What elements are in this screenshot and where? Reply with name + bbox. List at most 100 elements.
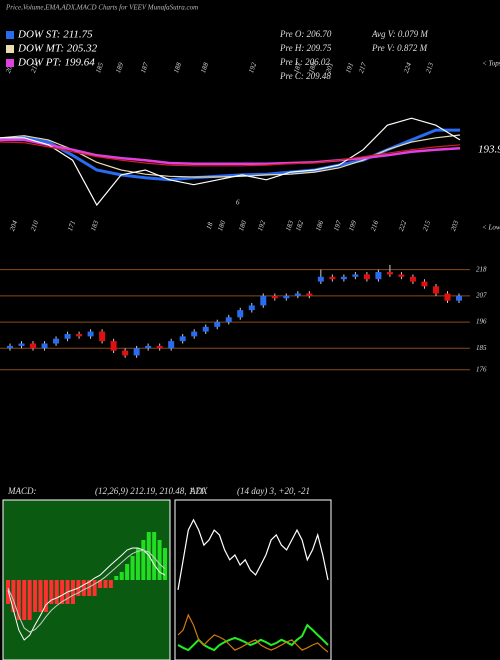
legend-label: DOW MT: 205.32 xyxy=(17,43,98,55)
high-label: 201 xyxy=(324,62,335,75)
candle-body xyxy=(41,343,48,349)
candle-body xyxy=(329,276,336,280)
candle-body xyxy=(214,322,221,327)
panel-label: MACD: xyxy=(7,486,37,496)
chart-title: Price,Volume,EMA,ADX,MACD Charts for VEE… xyxy=(5,4,198,12)
histogram-bar xyxy=(98,580,103,588)
low-label: 182 xyxy=(294,219,305,232)
low-label: 192 xyxy=(256,219,267,232)
histogram-bar xyxy=(114,576,119,580)
histogram-bar xyxy=(27,580,32,620)
candle-body xyxy=(64,333,71,339)
legend-label: DOW PT: 199.64 xyxy=(17,57,95,69)
histogram-bar xyxy=(33,580,38,612)
candle-body xyxy=(432,286,439,294)
low-label: 210 xyxy=(29,219,40,232)
candle-body xyxy=(7,345,13,349)
histogram-bar xyxy=(70,580,75,604)
histogram-bar xyxy=(16,580,21,620)
histogram-bar xyxy=(60,580,65,604)
low-label: 204 xyxy=(8,219,19,232)
histogram-bar xyxy=(87,580,92,596)
legend-swatch xyxy=(6,31,14,39)
panel-params: (14 day) 3, +20, -21 xyxy=(237,486,310,496)
candle-body xyxy=(122,350,129,356)
ohlc-high: Pre H: 209.75 xyxy=(279,43,332,53)
histogram-bar xyxy=(163,548,167,580)
adx-line xyxy=(177,613,329,653)
candle-body xyxy=(386,272,393,275)
low-label: 222 xyxy=(397,219,408,232)
candle-body xyxy=(421,281,428,287)
candle-body xyxy=(352,274,359,277)
high-label: 188 xyxy=(199,61,210,74)
y-tick-label: 207 xyxy=(476,291,487,299)
candle-body xyxy=(237,310,244,318)
histogram-bar xyxy=(6,580,10,604)
side-label: < Lows xyxy=(482,224,500,232)
low-label: 180 xyxy=(237,219,248,232)
candle-body xyxy=(260,295,267,306)
high-label: 213 xyxy=(424,61,435,74)
high-label: 204 xyxy=(4,61,15,74)
candle-body xyxy=(87,331,94,337)
candle-body xyxy=(225,317,232,323)
prev-volume: Pre V: 0.872 M xyxy=(371,43,428,53)
low-label: 215 xyxy=(421,219,432,232)
candle-body xyxy=(110,341,117,351)
macd-line xyxy=(7,549,166,633)
y-tick-label: 176 xyxy=(476,365,487,373)
histogram-bar xyxy=(130,556,135,580)
candle-body xyxy=(363,274,370,280)
histogram-bar xyxy=(135,548,140,580)
low-label: 203 xyxy=(449,219,460,232)
candle-body xyxy=(375,272,382,280)
legend-label: DOW ST: 211.75 xyxy=(17,29,93,41)
low-label: 183 xyxy=(284,219,295,232)
candle-body xyxy=(456,295,462,301)
high-label: 224 xyxy=(402,61,413,74)
y-tick-label: 185 xyxy=(476,344,487,352)
candle-body xyxy=(248,305,255,311)
histogram-bar xyxy=(108,580,113,588)
candle-body xyxy=(133,348,140,356)
histogram-bar xyxy=(22,580,27,620)
histogram-bar xyxy=(81,580,86,596)
high-label: 192 xyxy=(247,61,258,74)
candle-body xyxy=(409,276,416,282)
panel xyxy=(174,499,332,660)
candle-body xyxy=(294,293,301,296)
high-label: 191 xyxy=(344,62,355,75)
candle-body xyxy=(444,293,451,301)
last-value: 193.94 xyxy=(478,144,500,156)
high-label: 187 xyxy=(139,61,150,74)
low-label: 197 xyxy=(332,219,343,232)
high-label: 188 xyxy=(307,61,318,74)
low-label: 199 xyxy=(347,219,358,232)
histogram-bar xyxy=(92,580,97,596)
ohlc-open: Pre O: 206.70 xyxy=(279,29,332,39)
candle-body xyxy=(53,338,60,344)
candle-body xyxy=(179,336,186,342)
y-tick-label: 196 xyxy=(476,318,487,326)
low-label: 171 xyxy=(66,220,77,233)
histogram-bar xyxy=(119,572,124,580)
high-label: 188 xyxy=(172,61,183,74)
histogram-bar xyxy=(157,540,162,580)
candle-body xyxy=(306,293,313,296)
candle-body xyxy=(340,276,347,280)
panel-params: (12,26,9) 212.19, 210.48, 1.71 xyxy=(95,486,205,496)
panel-label: ADX xyxy=(189,486,208,496)
candle-body xyxy=(156,345,163,349)
ohlc-close: Pre C: 209.48 xyxy=(279,71,331,81)
low-label: 180 xyxy=(216,219,227,232)
high-label: 211 xyxy=(29,62,40,74)
annotation: 6 xyxy=(236,199,240,207)
candle-body xyxy=(76,333,83,337)
y-tick-label: 218 xyxy=(476,265,487,273)
low-label: 18 xyxy=(205,221,215,231)
candle-body xyxy=(398,274,405,277)
high-label: 185 xyxy=(94,61,105,74)
